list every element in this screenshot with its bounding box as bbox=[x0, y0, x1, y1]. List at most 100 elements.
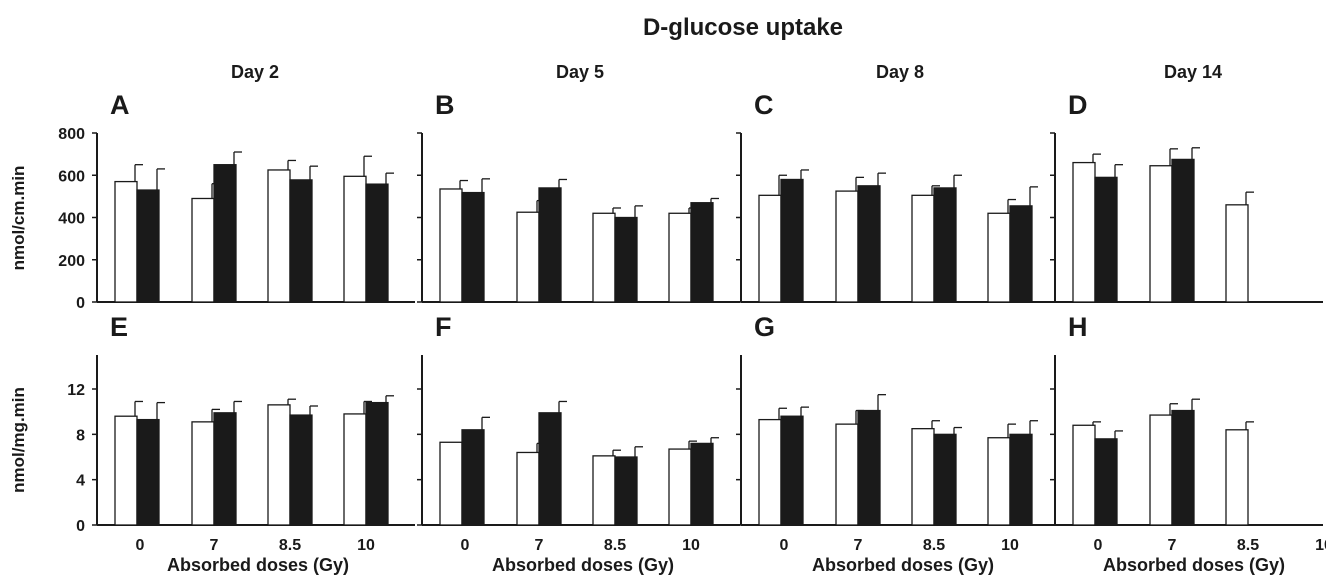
y-tick-label: 12 bbox=[67, 382, 85, 399]
bar-control bbox=[1225, 429, 1249, 526]
bar-control bbox=[668, 212, 692, 303]
bar-treated bbox=[365, 401, 389, 526]
day-label: Day 8 bbox=[876, 62, 924, 82]
bar-control bbox=[758, 194, 782, 303]
bar-treated bbox=[857, 185, 881, 303]
panels-layer: 0 200 400 600 800 A B C D 0 4 8 12 E 0 7 8.5 10 F 0 7 8.5 10 G 0… bbox=[58, 90, 1326, 554]
bar-control bbox=[114, 415, 138, 526]
x-tick-label: 8.5 bbox=[279, 537, 301, 554]
bar-treated bbox=[780, 415, 804, 526]
y-tick-label: 800 bbox=[58, 126, 85, 143]
bar-control bbox=[1149, 165, 1173, 303]
day-label: Day 5 bbox=[556, 62, 604, 82]
x-tick-label: 0 bbox=[461, 537, 470, 554]
bar-control bbox=[1149, 414, 1173, 526]
bar-control bbox=[1072, 161, 1096, 303]
bar-control bbox=[592, 455, 616, 526]
day-label: Day 2 bbox=[231, 62, 279, 82]
panel-letter: D bbox=[1068, 90, 1088, 120]
panel-letter: E bbox=[110, 312, 128, 342]
panel-letter: H bbox=[1068, 312, 1088, 342]
bar-control bbox=[1225, 204, 1249, 303]
bar-control bbox=[516, 451, 540, 526]
bar-control bbox=[439, 188, 463, 303]
bar-treated bbox=[933, 187, 957, 303]
bar-treated bbox=[289, 414, 313, 526]
y-tick-label: 200 bbox=[58, 253, 85, 270]
bar-control bbox=[987, 212, 1011, 303]
bar-treated bbox=[1009, 433, 1033, 526]
x-axis-label: Absorbed doses (Gy) bbox=[492, 555, 674, 575]
bar-control bbox=[1072, 424, 1096, 526]
bar-control bbox=[516, 211, 540, 303]
bar-control bbox=[668, 448, 692, 526]
y-axis-label-top: nmol/cm.min bbox=[9, 166, 28, 271]
bar-treated bbox=[136, 189, 160, 303]
x-tick-label: 7 bbox=[210, 537, 219, 554]
y-axis-label-bottom: nmol/mg.min bbox=[9, 387, 28, 493]
x-tick-label: 7 bbox=[1168, 537, 1177, 554]
panel-letter: F bbox=[435, 312, 452, 342]
bar-control bbox=[343, 413, 367, 526]
bar-control bbox=[911, 428, 935, 526]
bar-control bbox=[987, 437, 1011, 526]
bar-control bbox=[439, 441, 463, 526]
bar-control bbox=[835, 423, 859, 526]
y-tick-label: 400 bbox=[58, 211, 85, 228]
x-axis-label: Absorbed doses (Gy) bbox=[812, 555, 994, 575]
x-tick-label: 10 bbox=[1315, 537, 1326, 554]
bar-treated bbox=[1009, 205, 1033, 303]
x-tick-label: 8.5 bbox=[604, 537, 626, 554]
panel-letter: C bbox=[754, 90, 774, 120]
bar-treated bbox=[933, 433, 957, 526]
bar-treated bbox=[213, 164, 237, 303]
x-tick-label: 8.5 bbox=[923, 537, 945, 554]
bar-control bbox=[191, 421, 215, 526]
y-tick-label: 8 bbox=[76, 427, 85, 444]
x-tick-label: 10 bbox=[357, 537, 375, 554]
bar-control bbox=[114, 180, 138, 303]
bar-treated bbox=[538, 187, 562, 303]
y-tick-label: 4 bbox=[76, 473, 85, 490]
bar-treated bbox=[614, 216, 638, 303]
bar-control bbox=[835, 190, 859, 303]
x-tick-label: 10 bbox=[682, 537, 700, 554]
bar-treated bbox=[1094, 176, 1118, 303]
x-axis-label: Absorbed doses (Gy) bbox=[1103, 555, 1285, 575]
panel-letter: G bbox=[754, 312, 775, 342]
bar-treated bbox=[365, 183, 389, 303]
bar-treated bbox=[1171, 158, 1195, 303]
bar-control bbox=[191, 197, 215, 303]
bar-treated bbox=[136, 418, 160, 526]
y-tick-label: 0 bbox=[76, 518, 85, 535]
x-tick-label: 0 bbox=[136, 537, 145, 554]
bar-control bbox=[592, 212, 616, 303]
bar-treated bbox=[690, 202, 714, 303]
bar-treated bbox=[1094, 438, 1118, 526]
y-tick-label: 600 bbox=[58, 168, 85, 185]
x-tick-label: 0 bbox=[780, 537, 789, 554]
panel-letter: A bbox=[110, 90, 130, 120]
panel-letter: B bbox=[435, 90, 455, 120]
x-tick-label: 10 bbox=[1001, 537, 1019, 554]
bar-treated bbox=[614, 456, 638, 526]
bar-control bbox=[758, 418, 782, 526]
bar-control bbox=[343, 175, 367, 303]
bar-treated bbox=[1171, 409, 1195, 526]
x-tick-label: 8.5 bbox=[1237, 537, 1259, 554]
bar-control bbox=[267, 404, 291, 526]
x-tick-label: 0 bbox=[1094, 537, 1103, 554]
bar-treated bbox=[780, 178, 804, 303]
bar-treated bbox=[857, 409, 881, 526]
bar-treated bbox=[213, 412, 237, 526]
bar-treated bbox=[289, 179, 313, 303]
bar-control bbox=[267, 169, 291, 303]
x-tick-label: 7 bbox=[535, 537, 544, 554]
bar-control bbox=[911, 194, 935, 303]
bar-treated bbox=[461, 429, 485, 526]
bar-treated bbox=[461, 191, 485, 303]
bar-treated bbox=[538, 412, 562, 526]
bar-treated bbox=[690, 442, 714, 526]
y-tick-label: 0 bbox=[76, 295, 85, 312]
